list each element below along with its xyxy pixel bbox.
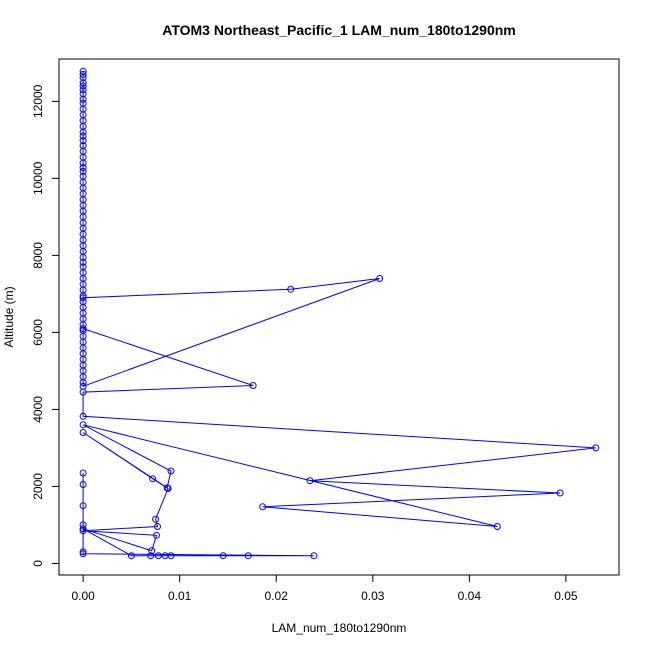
data-point bbox=[493, 523, 501, 530]
data-point bbox=[79, 164, 87, 172]
y-axis-label: Altitude (m) bbox=[2, 286, 16, 347]
data-point bbox=[79, 128, 87, 136]
y-tick-label: 2000 bbox=[31, 473, 45, 500]
data-point bbox=[79, 550, 87, 558]
data-point bbox=[154, 552, 162, 560]
data-point bbox=[167, 552, 175, 560]
data-point bbox=[79, 167, 87, 175]
y-tick-label: 6000 bbox=[31, 319, 45, 346]
x-tick-label: 0.03 bbox=[361, 589, 385, 603]
data-point bbox=[79, 429, 87, 436]
data-point bbox=[79, 132, 87, 140]
data-point bbox=[306, 477, 314, 485]
data-point bbox=[79, 388, 87, 396]
data-point bbox=[149, 475, 157, 483]
data-point bbox=[79, 525, 87, 533]
data-point bbox=[79, 469, 87, 477]
y-tick-label: 12000 bbox=[31, 84, 45, 118]
data-point bbox=[79, 70, 87, 78]
data-point bbox=[167, 467, 175, 475]
data-point bbox=[79, 379, 87, 386]
data-point bbox=[79, 86, 87, 94]
data-point bbox=[148, 547, 156, 555]
data-point bbox=[79, 258, 87, 266]
data-point bbox=[79, 253, 87, 261]
data-point bbox=[79, 159, 87, 167]
data-point bbox=[147, 552, 155, 560]
data-point bbox=[244, 552, 252, 560]
data-point bbox=[249, 382, 257, 389]
data-point bbox=[79, 95, 87, 103]
data-point bbox=[79, 481, 87, 488]
x-tick-label: 0.00 bbox=[71, 589, 95, 603]
data-point bbox=[79, 412, 87, 420]
x-axis: 0.00 0.01 0.02 0.03 0.04 0.05 bbox=[71, 575, 578, 603]
data-point bbox=[79, 325, 87, 333]
x-tick-label: 0.05 bbox=[554, 589, 578, 603]
y-tick-label: 4000 bbox=[31, 396, 45, 423]
data-point bbox=[287, 285, 295, 293]
data-point bbox=[259, 503, 267, 511]
data-point bbox=[79, 82, 87, 90]
data-point bbox=[164, 484, 172, 492]
series-line bbox=[82, 71, 596, 557]
y-tick-label: 10000 bbox=[31, 161, 45, 195]
data-point bbox=[79, 294, 87, 302]
y-axis: 0 2000 4000 6000 8000 10000 12000 bbox=[31, 84, 59, 567]
data-point bbox=[79, 74, 87, 81]
data-point bbox=[127, 552, 135, 560]
data-point bbox=[556, 489, 564, 497]
plot-area bbox=[79, 67, 600, 560]
data-point bbox=[152, 515, 160, 523]
data-point bbox=[79, 548, 87, 556]
x-tick-label: 0.02 bbox=[265, 589, 289, 603]
data-point bbox=[79, 79, 87, 87]
data-point bbox=[154, 523, 161, 530]
data-point bbox=[376, 275, 384, 282]
data-point bbox=[219, 552, 227, 560]
data-point bbox=[153, 531, 160, 539]
y-tick-label: 8000 bbox=[31, 242, 45, 269]
x-axis-label: LAM_num_180to1290nm bbox=[272, 621, 407, 635]
data-point bbox=[79, 421, 87, 429]
chart-title: ATOM3 Northeast_Pacific_1 LAM_num_180to1… bbox=[162, 22, 516, 38]
x-tick-label: 0.04 bbox=[458, 589, 482, 603]
y-tick-label: 0 bbox=[31, 560, 45, 567]
data-point bbox=[79, 137, 87, 145]
plot-frame bbox=[58, 58, 620, 576]
data-point bbox=[310, 552, 318, 560]
x-tick-label: 0.01 bbox=[168, 589, 192, 603]
data-point bbox=[592, 444, 600, 452]
data-point bbox=[79, 521, 87, 529]
data-point bbox=[79, 502, 87, 510]
